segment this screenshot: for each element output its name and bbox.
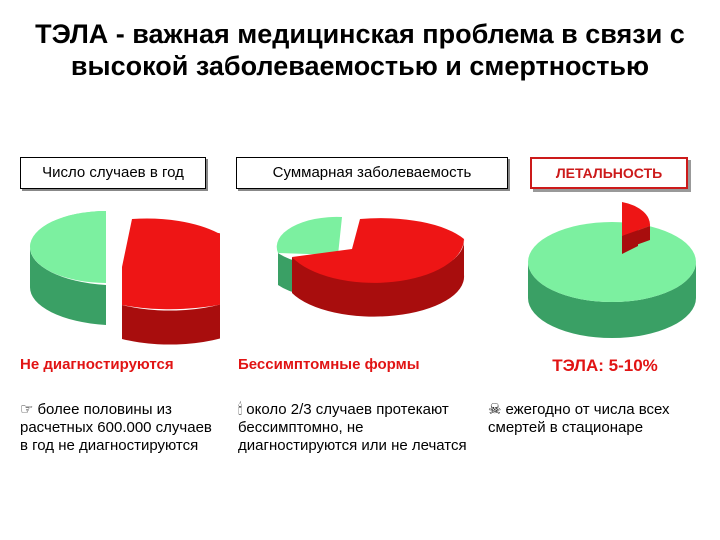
panel-header-lethality: ЛЕТАЛЬНОСТЬ bbox=[530, 157, 688, 189]
pie-slice-green bbox=[528, 222, 696, 338]
subtitle-lethality-rate: ТЭЛА: 5-10% bbox=[552, 356, 658, 375]
panel-header-total-incidence: Суммарная заболеваемость bbox=[236, 157, 508, 189]
pie-chart-asymptomatic bbox=[276, 216, 465, 317]
panel-header-cases-per-year: Число случаев в год bbox=[20, 157, 206, 189]
description-lethality: ☠ ежегодно от числа всех смертей в стацио… bbox=[488, 401, 698, 437]
subtitle-asymptomatic: Бессимптомные формы bbox=[238, 356, 420, 373]
subtitle-not-diagnosed: Не диагностируются bbox=[20, 356, 174, 373]
skull-crossbones-icon: ☠ bbox=[488, 401, 502, 418]
pie-slice-red bbox=[292, 218, 465, 317]
candle-icon: 🕯 bbox=[238, 401, 243, 418]
pie-slice-green bbox=[29, 211, 106, 325]
pie-slice-red bbox=[122, 218, 220, 345]
description-text: ежегодно от числа всех смертей в стацион… bbox=[488, 401, 670, 436]
description-text: более половины из расчетных 600.000 случ… bbox=[20, 401, 212, 454]
description-cases: ☞ более половины из расчетных 600.000 слу… bbox=[20, 401, 220, 455]
description-asymptomatic: 🕯 около 2/3 случаев протекают бессимптомн… bbox=[238, 401, 478, 455]
slide-title: ТЭЛА - важная медицинская проблема в свя… bbox=[35, 19, 685, 81]
pie-slice-red bbox=[622, 202, 651, 254]
pie-chart-undiagnosed bbox=[29, 211, 220, 345]
description-text: около 2/3 случаев протекают бессимптомно… bbox=[238, 401, 467, 454]
pie-chart-lethality bbox=[528, 202, 696, 338]
pointing-hand-icon: ☞ bbox=[20, 401, 34, 418]
